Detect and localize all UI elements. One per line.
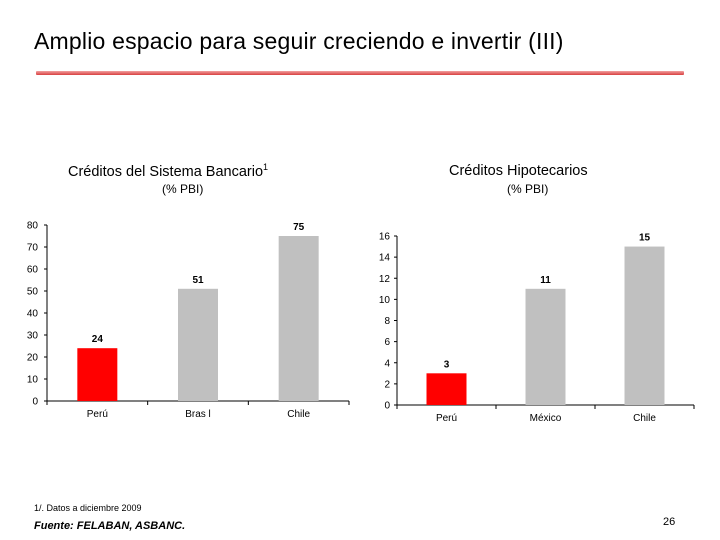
chart1-subtitle: (% PBI)	[162, 182, 204, 196]
chart1-title-text: Créditos del Sistema Bancario	[68, 163, 264, 180]
chart1-y-tick-label: 10	[27, 375, 39, 386]
chart2-y-tick-label: 4	[384, 358, 390, 369]
chart2-category-label: México	[530, 413, 562, 424]
footnote: 1/. Datos a diciembre 2009	[34, 503, 142, 513]
chart2-category-label: Perú	[436, 413, 457, 424]
chart1-category-label: Perú	[87, 409, 108, 420]
chart2-y-tick-label: 12	[379, 274, 391, 285]
chart2-y-tick-label: 16	[379, 232, 391, 243]
slide-title: Amplio espacio para seguir creciendo e i…	[34, 28, 564, 54]
chart1-y-tick-label: 80	[27, 221, 39, 232]
chart2-y-tick-label: 6	[384, 337, 390, 348]
chart1-y-tick-label: 60	[27, 265, 39, 276]
chart2-bar-1	[426, 373, 467, 405]
title-underline	[36, 71, 684, 75]
chart1-category-label: Bras l	[185, 409, 211, 420]
chart2-y-tick-label: 14	[379, 253, 391, 264]
chart1-y-tick-label: 70	[27, 243, 39, 254]
chart1-y-tick-label: 30	[27, 331, 39, 342]
chart1-bar-2	[178, 288, 218, 401]
chart2-y-tick-label: 0	[384, 401, 390, 412]
chart1-data-label: 51	[192, 275, 204, 286]
source-note: Fuente: FELABAN, ASBANC.	[34, 520, 186, 532]
chart2-y-tick-label: 2	[384, 379, 390, 390]
chart1-bar-3	[278, 236, 319, 401]
chart1-data-label: 24	[92, 334, 104, 345]
chart1-y-tick-label: 0	[32, 397, 38, 408]
page-number: 26	[663, 516, 676, 528]
chart2-data-label: 11	[540, 275, 551, 286]
chart1-title: Créditos del Sistema Bancario1	[68, 162, 268, 180]
chart2-y-tick-label: 10	[379, 295, 391, 306]
chart2-data-label: 3	[444, 359, 450, 370]
chart1-y-tick-label: 50	[27, 287, 39, 298]
chart1-bar-1	[77, 348, 118, 401]
chart2-bar-2	[525, 288, 566, 405]
chart1-y-tick-label: 40	[27, 309, 39, 320]
chart2-data-label: 15	[639, 233, 651, 244]
chart1-category-label: Chile	[287, 409, 310, 420]
chart1-title-footnote-mark: 1	[263, 162, 269, 172]
chart1-data-label: 75	[293, 222, 305, 233]
chart2-category-label: Chile	[633, 413, 656, 424]
chart2-title: Créditos Hipotecarios	[449, 163, 588, 179]
chart2-y-tick-label: 8	[384, 316, 390, 327]
chart1-y-tick-label: 20	[27, 353, 39, 364]
chart2-subtitle: (% PBI)	[507, 182, 549, 196]
chart2-bar-3	[624, 246, 665, 405]
